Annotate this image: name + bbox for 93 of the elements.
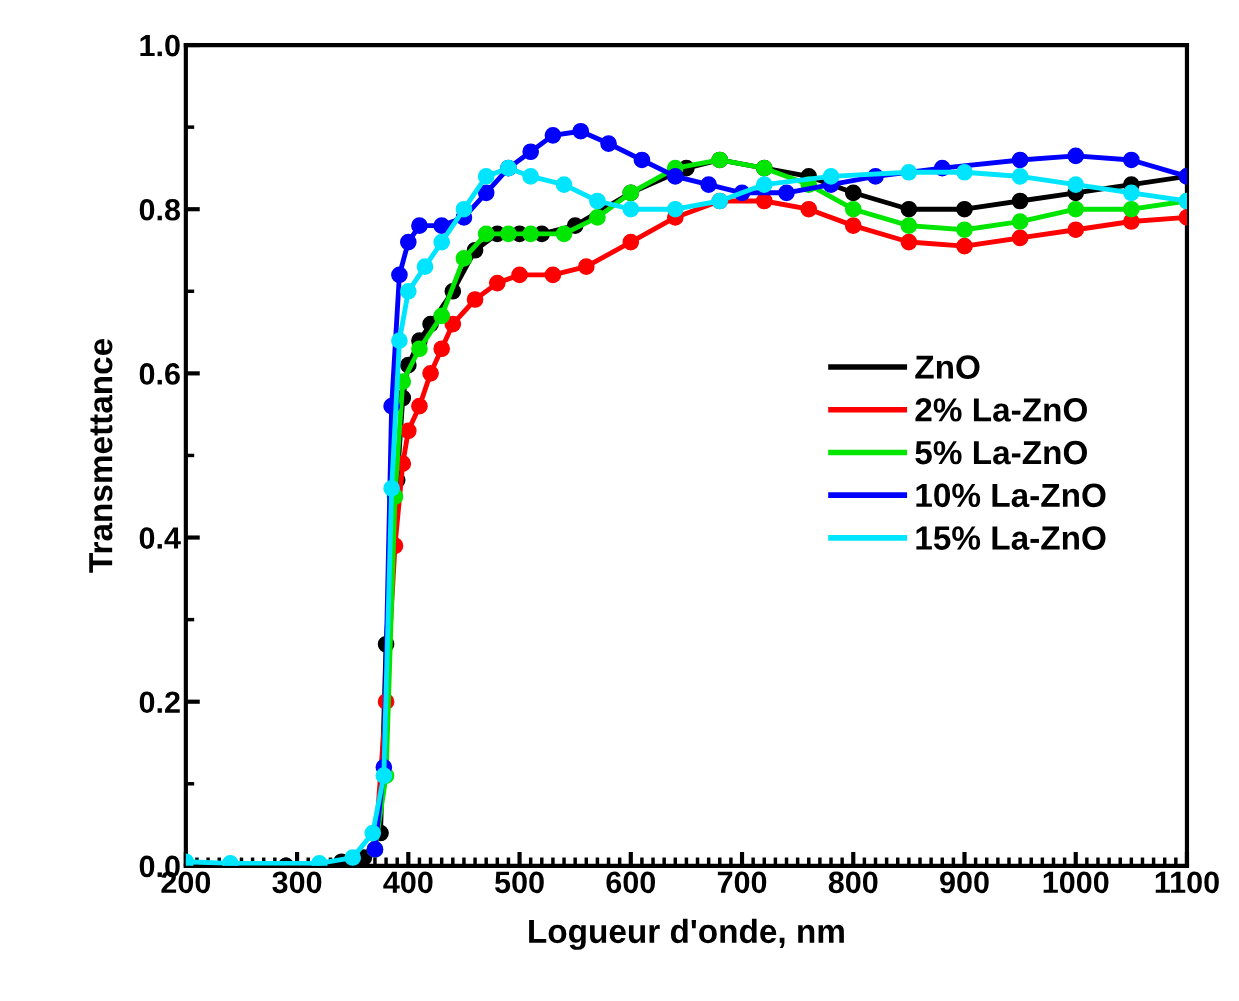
- point: [1067, 200, 1085, 218]
- point: [1011, 151, 1029, 169]
- point: [488, 274, 506, 292]
- point: [422, 365, 439, 382]
- point: [444, 315, 462, 333]
- point: [577, 258, 595, 276]
- point: [844, 184, 862, 202]
- point: [364, 824, 382, 842]
- point: [1123, 184, 1140, 202]
- point: [391, 332, 408, 349]
- point: [455, 200, 473, 218]
- point: [589, 209, 606, 226]
- point: [433, 217, 451, 234]
- point: [666, 168, 684, 185]
- point: [622, 233, 640, 251]
- point: [1067, 176, 1085, 193]
- y-axis-title: Transmettance: [89, 338, 113, 573]
- x-tick-label: 500: [495, 871, 544, 894]
- point: [391, 266, 408, 284]
- x-tick-label: 900: [940, 871, 989, 894]
- legend-label: 5% La-ZnO: [915, 440, 1087, 465]
- point: [1123, 151, 1140, 169]
- x-tick-label: 300: [272, 871, 322, 894]
- point: [544, 266, 562, 284]
- point: [522, 143, 540, 161]
- y-tick-label: 1.0: [140, 34, 180, 57]
- x-tick-label: 600: [606, 871, 656, 894]
- point: [956, 221, 973, 239]
- point: [416, 258, 434, 276]
- point: [511, 266, 528, 284]
- point: [383, 479, 400, 497]
- x-tick-label: 1000: [1043, 871, 1109, 894]
- point: [411, 340, 428, 358]
- point: [555, 176, 573, 193]
- point: [900, 233, 918, 251]
- point: [522, 168, 540, 185]
- point: [822, 168, 840, 185]
- point: [500, 225, 517, 243]
- legend-label: 2% La-ZnO: [915, 398, 1087, 422]
- point: [1011, 213, 1029, 230]
- x-axis-title: Logueur d'onde, nm: [529, 918, 844, 950]
- point: [466, 291, 484, 308]
- legend-label: ZnO: [915, 355, 980, 379]
- point: [622, 200, 640, 218]
- point: [477, 225, 495, 243]
- point: [399, 422, 417, 440]
- point: [956, 237, 973, 255]
- point: [544, 127, 562, 144]
- legend-label: 15% La-ZnO: [916, 526, 1106, 550]
- x-tick-label: 400: [383, 871, 433, 894]
- point: [900, 217, 918, 234]
- point: [477, 184, 495, 202]
- point: [1011, 192, 1029, 210]
- point: [1123, 200, 1140, 218]
- point: [433, 307, 451, 325]
- point: [411, 397, 428, 415]
- y-tick-label: 0.6: [139, 363, 180, 385]
- point: [589, 192, 606, 210]
- point: [455, 250, 473, 267]
- point: [900, 200, 918, 218]
- point: [344, 849, 362, 866]
- y-tick-label: 0.2: [139, 691, 180, 714]
- point: [956, 200, 973, 218]
- point: [800, 200, 818, 218]
- point: [844, 217, 862, 234]
- point: [600, 135, 617, 152]
- x-tick-label: 1100: [1155, 871, 1219, 894]
- point: [1067, 147, 1085, 165]
- x-tick-label: 800: [828, 871, 878, 894]
- point: [477, 168, 495, 185]
- x-tick-label: 700: [717, 871, 767, 894]
- point: [555, 225, 573, 243]
- point: [1067, 221, 1085, 239]
- point: [399, 233, 417, 251]
- point: [956, 163, 973, 181]
- point: [572, 122, 590, 140]
- point: [700, 176, 717, 193]
- point: [755, 176, 773, 193]
- point: [433, 340, 451, 358]
- point: [778, 184, 795, 202]
- point: [433, 233, 451, 251]
- point: [1011, 168, 1029, 185]
- point: [411, 217, 428, 234]
- point: [399, 282, 417, 300]
- point: [666, 200, 684, 218]
- point: [900, 163, 918, 181]
- y-tick-label: 0.4: [139, 527, 181, 549]
- legend-label: 10% La-ZnO: [916, 483, 1106, 508]
- y-tick-label: 0.8: [139, 198, 181, 221]
- point: [1011, 229, 1029, 247]
- point: [844, 200, 862, 218]
- point: [633, 151, 651, 169]
- point: [522, 225, 540, 243]
